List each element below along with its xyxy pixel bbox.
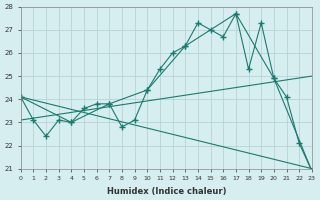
X-axis label: Humidex (Indice chaleur): Humidex (Indice chaleur): [107, 187, 226, 196]
